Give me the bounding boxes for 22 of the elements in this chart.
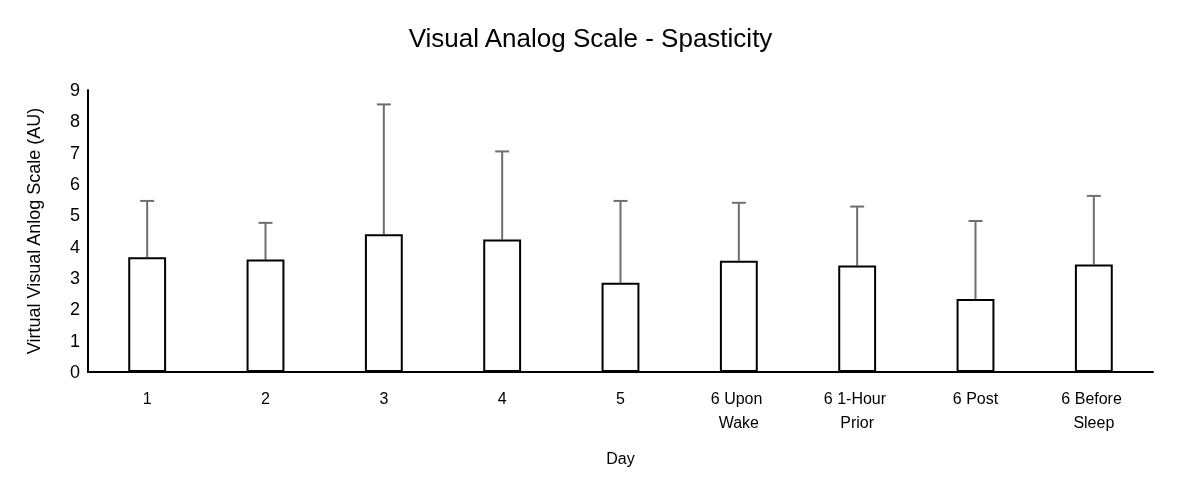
x-tick-label: 6 Before Sleep <box>1061 389 1127 431</box>
y-tick-label: 6 <box>69 174 80 194</box>
y-tick-label: 3 <box>69 268 80 288</box>
x-tick-label: 6 Upon Wake <box>710 389 767 431</box>
x-tick-label: 2 <box>261 389 271 407</box>
y-axis-title: Virtual Visual Anlog Scale (AU) <box>24 107 44 355</box>
y-tick-label: 2 <box>69 299 80 320</box>
x-axis-title: Day <box>606 449 635 467</box>
x-tick-label: 6 Post <box>952 389 999 407</box>
y-tick-label: 4 <box>69 236 80 257</box>
y-tick-label: 8 <box>69 111 80 132</box>
x-tick-label: 4 <box>497 389 507 407</box>
x-tick-label: 1 <box>142 389 152 407</box>
y-tick-label: 5 <box>69 205 80 226</box>
y-tick-label: 1 <box>69 330 80 351</box>
y-tick-label: 0 <box>69 362 80 382</box>
x-tick-label: 5 <box>616 389 626 407</box>
chart-title: Visual Analog Scale - Spasticity <box>408 23 773 53</box>
y-tick-label: 7 <box>69 142 80 163</box>
y-tick-label: 9 <box>69 80 80 100</box>
x-tick-label: 6 1-Hour Prior <box>823 389 891 431</box>
x-tick-label: 3 <box>379 389 389 407</box>
